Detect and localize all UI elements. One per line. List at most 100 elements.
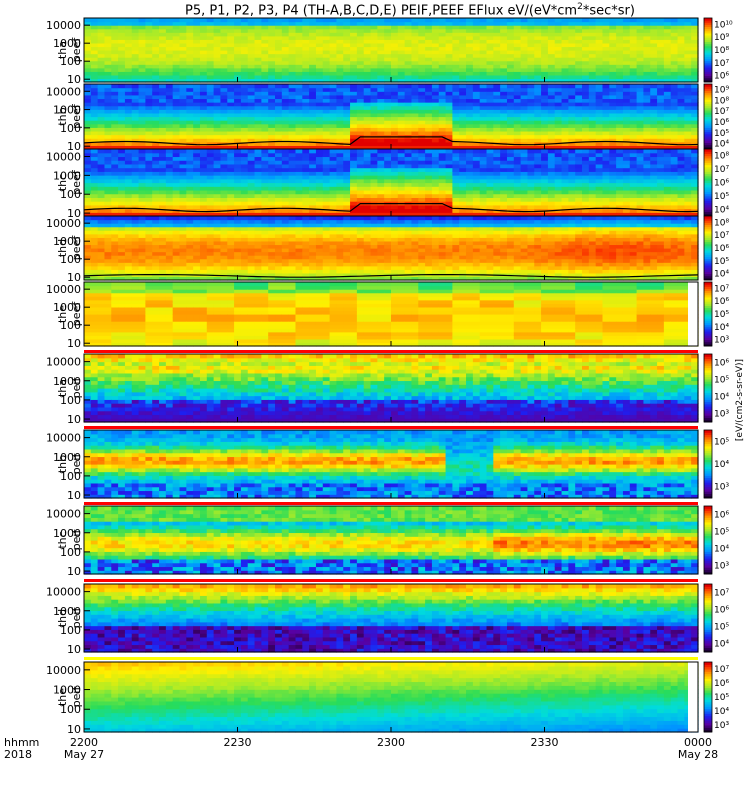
heat-cell — [479, 189, 488, 195]
heat-cell — [602, 87, 610, 92]
heat-cell — [650, 78, 658, 83]
heat-cell — [547, 130, 556, 136]
heat-cell — [124, 189, 133, 195]
heat-cell — [527, 134, 535, 139]
heat-cell — [452, 178, 460, 184]
heat-cell — [247, 167, 256, 172]
heat-cell — [152, 112, 160, 118]
heat-cell — [554, 105, 563, 110]
heat-cell — [275, 18, 283, 23]
heat-cell — [663, 71, 672, 76]
heat-cell — [254, 91, 262, 96]
heat-cell — [650, 60, 658, 65]
heat-cell — [220, 130, 228, 136]
heat-cell — [138, 160, 146, 165]
heat-cell — [568, 28, 576, 33]
heat-cell — [622, 134, 631, 139]
heat-cell — [493, 94, 501, 100]
heat-cell — [602, 98, 610, 103]
heat-cell — [636, 109, 645, 114]
heat-cell — [118, 109, 126, 114]
heat-cell — [131, 127, 140, 132]
heat-cell — [575, 64, 583, 69]
heat-cell — [268, 46, 276, 51]
heat-cell — [670, 50, 679, 55]
heat-cell — [213, 57, 222, 62]
heat-cell — [541, 74, 549, 80]
heat-cell — [500, 53, 508, 58]
heat-cell — [350, 186, 358, 191]
heat-cell — [404, 39, 413, 44]
heat-cell — [397, 78, 406, 83]
heat-cell — [391, 18, 399, 23]
heat-cell — [411, 18, 419, 23]
heat-cell — [582, 71, 590, 76]
heat-cell — [561, 109, 569, 114]
heat-cell — [493, 78, 501, 83]
heat-cell — [193, 18, 201, 23]
heat-cell — [479, 212, 488, 217]
heat-cell — [302, 57, 310, 62]
heat-cell — [547, 189, 556, 195]
heat-cell — [438, 84, 447, 89]
heat-cell — [670, 18, 679, 23]
heat-cell — [165, 60, 174, 65]
heat-cell — [118, 182, 126, 187]
heat-cell — [411, 149, 419, 154]
heat-cell — [350, 94, 358, 100]
heat-cell — [350, 42, 358, 48]
heat-cell — [124, 39, 133, 44]
heat-cell — [220, 156, 228, 161]
heat-cell — [261, 32, 269, 37]
heat-cell — [343, 163, 351, 169]
heat-cell — [691, 35, 699, 40]
heat-cell — [90, 152, 99, 158]
heat-cell — [186, 167, 194, 172]
heat-cell — [438, 149, 447, 154]
heat-cell — [118, 18, 126, 23]
heat-cell — [275, 109, 283, 114]
heat-cell — [472, 28, 481, 33]
heat-cell — [650, 84, 658, 89]
heat-cell — [629, 57, 638, 62]
heat-cell — [616, 182, 624, 187]
heat-cell — [663, 171, 672, 176]
heat-cell — [329, 87, 338, 92]
heat-cell — [118, 130, 126, 136]
heat-cell — [220, 25, 228, 30]
heat-cell — [616, 94, 624, 100]
heat-cell — [370, 204, 378, 210]
heat-cell — [636, 42, 645, 48]
heat-cell — [111, 57, 119, 62]
heat-cell — [329, 60, 338, 65]
heat-cell — [616, 134, 624, 139]
heat-cell — [670, 35, 679, 40]
heat-cell — [131, 42, 140, 48]
heat-cell — [97, 25, 106, 30]
heat-cell — [425, 112, 433, 118]
heat-cell — [247, 91, 256, 96]
heat-cell — [431, 46, 440, 51]
heat-cell — [657, 138, 665, 143]
heat-cell — [691, 193, 699, 198]
colorbar-segment — [704, 22, 712, 25]
heat-cell — [159, 64, 167, 69]
heat-cell — [520, 163, 529, 169]
heat-cell — [336, 134, 344, 139]
heat-cell — [595, 145, 604, 150]
heat-cell — [329, 156, 338, 161]
heat-cell — [281, 50, 290, 55]
heat-cell — [663, 189, 672, 195]
heat-cell — [159, 201, 167, 206]
heat-cell — [118, 197, 126, 202]
heat-cell — [240, 160, 249, 165]
heat-cell — [472, 50, 481, 55]
heat-cell — [138, 109, 146, 114]
heat-cell — [609, 91, 617, 96]
heat-cell — [663, 123, 672, 128]
heat-cell — [418, 112, 426, 118]
heat-cell — [547, 160, 556, 165]
heat-cell — [466, 134, 474, 139]
heat-cell — [124, 116, 133, 121]
heat-cell — [479, 57, 488, 62]
